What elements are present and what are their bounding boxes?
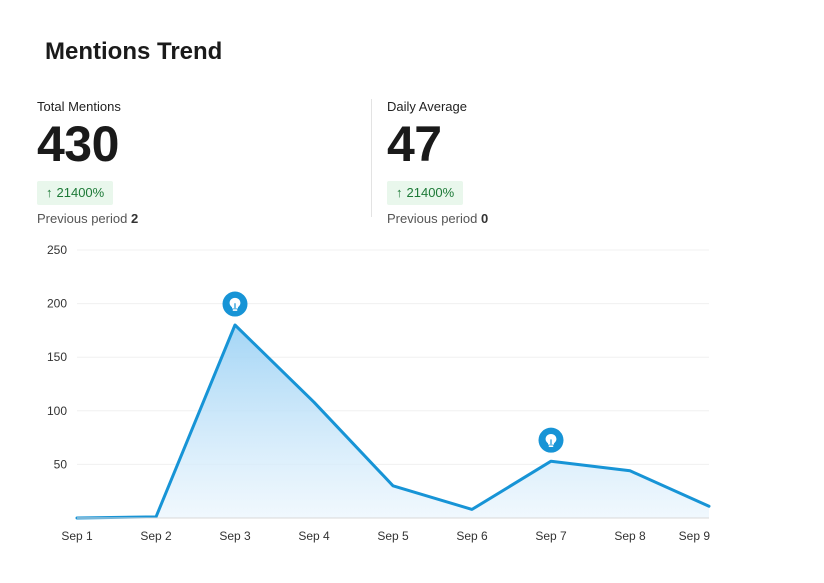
y-tick-label: 100 [47, 404, 67, 418]
data-point[interactable] [548, 458, 554, 464]
change-badge: ↑ 21400% [387, 181, 464, 205]
x-tick-label: Sep 7 [535, 529, 567, 543]
series-line [75, 323, 711, 520]
stat-value: 430 [37, 116, 119, 172]
data-point[interactable] [232, 322, 238, 328]
x-tick-label: Sep 4 [298, 529, 330, 543]
mentions-trend-chart: 50 100 150 200 250 Sep 1 Sep 2 Sep 3 Sep 4 Sep 5 S… [47, 243, 712, 543]
previous-period-value: 2 [130, 211, 139, 226]
x-tick-label: Sep 3 [219, 529, 251, 543]
change-badge: ↑ 21400% [37, 181, 114, 205]
data-point[interactable] [469, 506, 475, 512]
previous-period-value: 0 [480, 211, 489, 226]
y-tick-label: 150 [47, 350, 67, 364]
stat-label: Total Mentions [37, 99, 121, 114]
data-point[interactable] [706, 503, 712, 509]
x-tick-label: Sep 5 [377, 529, 409, 543]
lightbulb-icon[interactable] [222, 291, 248, 317]
stat-value: 47 [387, 116, 442, 172]
x-tick-label: Sep 6 [456, 529, 488, 543]
x-tick-label: Sep 9 [679, 529, 711, 543]
stat-label: Daily Average [387, 99, 467, 114]
data-point[interactable] [311, 399, 317, 405]
change-value: 21400% [56, 185, 105, 200]
y-tick-label: 250 [47, 243, 67, 257]
stat-divider [371, 99, 372, 217]
data-point[interactable] [390, 483, 396, 489]
data-point[interactable] [153, 514, 159, 520]
page-title: Mentions Trend [45, 38, 223, 65]
arrow-up-icon: ↑ [46, 185, 53, 200]
total-mentions-stat: Total Mentions 430 ↑ 21400% Previous peri… [37, 99, 138, 226]
y-tick-label: 50 [54, 457, 68, 471]
daily-average-stat: Daily Average 47 ↑ 21400% Previous period… [387, 99, 488, 226]
previous-period: Previous period 0 [387, 211, 488, 226]
y-tick-label: 200 [47, 297, 67, 311]
lightbulb-icon[interactable] [538, 427, 564, 453]
x-tick-label: Sep 1 [61, 529, 93, 543]
data-point[interactable] [627, 468, 633, 474]
previous-period-label: Previous period [387, 211, 478, 226]
change-value: 21400% [406, 185, 455, 200]
previous-period-label: Previous period [37, 211, 128, 226]
series-area [77, 325, 709, 518]
previous-period: Previous period 2 [37, 211, 138, 226]
x-tick-label: Sep 2 [140, 529, 172, 543]
arrow-up-icon: ↑ [396, 185, 403, 200]
x-tick-label: Sep 8 [614, 529, 646, 543]
